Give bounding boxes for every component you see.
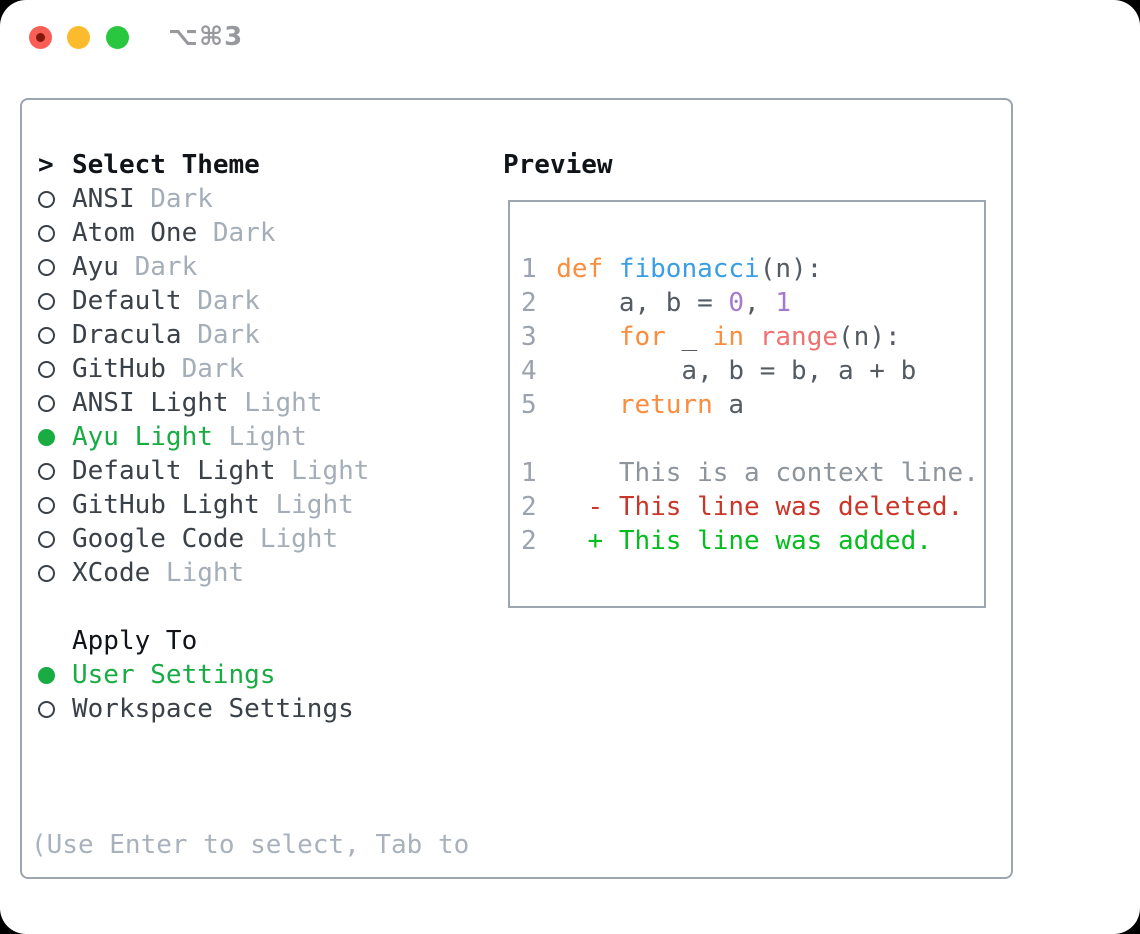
code-line: 1 This is a context line. — [521, 458, 979, 488]
radio-icon — [38, 462, 72, 480]
radio-icon — [38, 530, 72, 548]
window-titlebar: ⌥⌘3 — [0, 0, 1140, 75]
theme-option-ayu[interactable]: Ayu Dark — [38, 250, 369, 284]
theme-option-default-light[interactable]: Default Light Light — [38, 454, 369, 488]
option-variant-label: Dark — [134, 184, 213, 214]
radio-icon — [38, 564, 72, 582]
apply-to-title: Apply To — [72, 626, 198, 656]
option-variant-label: Dark — [197, 218, 276, 248]
radio-icon — [38, 428, 72, 446]
option-label: XCode — [72, 558, 151, 588]
radio-icon — [38, 292, 72, 310]
option-variant-label: Dark — [181, 286, 260, 316]
code-line: 1 def fibonacci(n): — [521, 254, 823, 284]
code-line: 4 a, b = b, a + b — [521, 356, 917, 386]
apply-to-header: Apply To — [38, 624, 354, 658]
option-variant-label: Dark — [118, 252, 198, 282]
theme-option-atom-one[interactable]: Atom One Dark — [38, 216, 369, 250]
zoom-button[interactable] — [106, 26, 129, 49]
radio-icon — [38, 326, 72, 344]
theme-option-github-light[interactable]: GitHub Light Light — [38, 488, 369, 522]
option-label: ANSI Light — [72, 388, 229, 418]
theme-option-xcode[interactable]: XCode Light — [38, 556, 369, 590]
option-label: GitHub Light — [72, 490, 260, 520]
code-line — [521, 422, 984, 456]
help-line-1: (Use Enter to select, Tab to — [31, 830, 470, 860]
theme-option-google-code[interactable]: Google Code Light — [38, 522, 369, 556]
option-label: Ayu — [72, 252, 119, 282]
radio-icon — [38, 224, 72, 242]
theme-option-ansi-light[interactable]: ANSI Light Light — [38, 386, 369, 420]
radio-icon — [38, 700, 72, 718]
theme-picker-panel: > Select Theme ANSI Dark Atom One Dark A… — [20, 98, 1013, 934]
option-label: Atom One — [72, 218, 198, 248]
code-line: 3 for _ in range(n): — [521, 322, 901, 352]
code-line: 2 - This line was deleted. — [521, 492, 964, 522]
option-label: Dracula — [72, 320, 182, 350]
preview-code: 1 def fibonacci(n): 2 a, b = 0, 1 3 for _ i… — [510, 202, 984, 558]
radio-icon — [38, 360, 72, 378]
option-label: User Settings — [72, 660, 276, 690]
option-label: Ayu Light — [72, 422, 213, 452]
apply-to-section: Apply To User Settings Workspace Setting… — [38, 624, 354, 726]
radio-icon — [38, 394, 72, 412]
code-line: 2 a, b = 0, 1 — [521, 288, 792, 318]
theme-option-dracula[interactable]: Dracula Dark — [38, 318, 369, 352]
radio-icon — [38, 258, 72, 276]
theme-option-ansi[interactable]: ANSI Dark — [38, 182, 369, 216]
radio-icon — [38, 666, 72, 684]
option-variant-label: Light — [275, 456, 370, 486]
radio-icon — [38, 190, 72, 208]
preview-box: 1 def fibonacci(n): 2 a, b = 0, 1 3 for _ i… — [508, 200, 986, 608]
option-label: Google Code — [72, 524, 245, 554]
theme-option-default[interactable]: Default Dark — [38, 284, 369, 318]
option-label: ANSI — [72, 184, 135, 214]
option-variant-label: Dark — [181, 320, 260, 350]
option-label: Workspace Settings — [72, 694, 354, 724]
option-label: Default — [72, 286, 182, 316]
close-button[interactable] — [29, 26, 52, 49]
option-variant-label: Light — [212, 422, 307, 452]
option-variant-label: Light — [244, 524, 339, 554]
radio-icon — [38, 496, 72, 514]
option-variant-label: Dark — [165, 354, 245, 384]
help-line-2: change focus) — [31, 930, 469, 934]
theme-list-title: Select Theme — [72, 150, 260, 180]
theme-list-header: > Select Theme — [38, 148, 369, 182]
theme-list: > Select Theme ANSI Dark Atom One Dark A… — [38, 148, 369, 590]
preview-title: Preview — [503, 150, 613, 180]
apply-option-workspace-settings[interactable]: Workspace Settings — [38, 692, 354, 726]
option-variant-label: Light — [228, 388, 323, 418]
help-text: (Use Enter to select, Tab to change focu… — [31, 760, 469, 934]
window-shortcut-label: ⌥⌘3 — [168, 22, 244, 52]
code-line: 5 return a — [521, 390, 745, 420]
focus-caret-icon: > — [38, 150, 54, 180]
theme-option-github[interactable]: GitHub Dark — [38, 352, 369, 386]
theme-option-ayu-light[interactable]: Ayu Light Light — [38, 420, 369, 454]
option-variant-label: Light — [259, 490, 354, 520]
option-variant-label: Light — [150, 558, 245, 588]
option-label: GitHub — [72, 354, 166, 384]
option-label: Default Light — [72, 456, 276, 486]
apply-option-user-settings[interactable]: User Settings — [38, 658, 354, 692]
code-line: 2 + This line was added. — [521, 526, 932, 556]
minimize-button[interactable] — [67, 26, 90, 49]
